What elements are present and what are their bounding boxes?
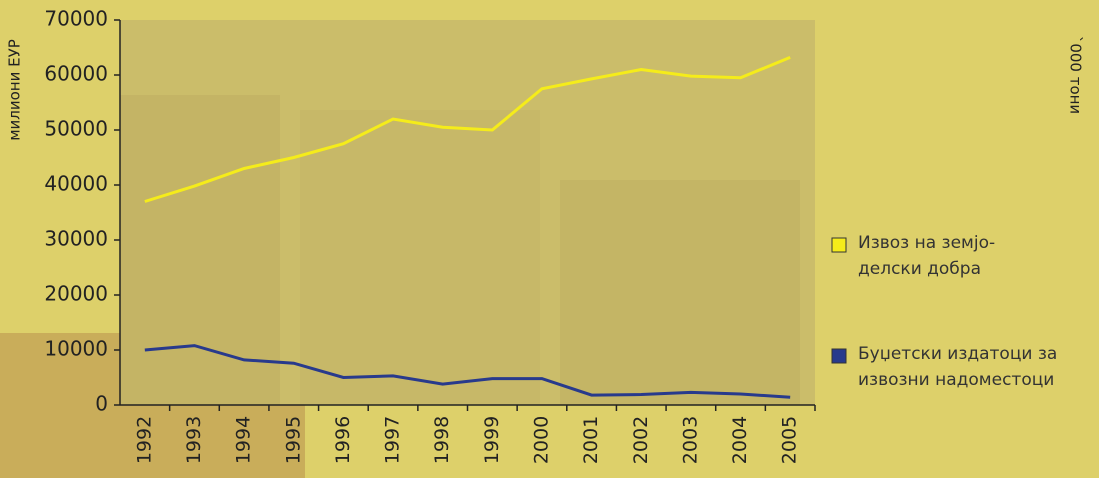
plot-photo <box>120 95 280 405</box>
y-tick-label: 60000 <box>44 62 108 86</box>
x-tick-label: 1994 <box>233 416 255 464</box>
x-tick-label: 1993 <box>183 416 205 464</box>
legend-label: Извоз на земјо-делски добра <box>858 230 1028 282</box>
y2-axis-label: `000 тони <box>1067 36 1085 114</box>
x-tick-label: 1992 <box>133 416 155 464</box>
y-tick-label: 40000 <box>44 172 108 196</box>
x-tick-label: 2002 <box>630 416 652 464</box>
chart: милиони ЕУР `000 тони 0 10000 20000 30000 40… <box>0 0 1099 478</box>
x-tick-label: 1999 <box>481 416 503 464</box>
legend-entry: Извоз на земјо-делски добра <box>858 230 1028 290</box>
legend-entry: Буџетски издатоци за извозни надоместоци <box>858 341 1098 401</box>
x-tick-label: 2003 <box>679 416 701 464</box>
plot-photo <box>300 110 540 405</box>
y-tick-label: 10000 <box>44 337 108 361</box>
y-axis-label: милиони ЕУР <box>6 39 24 141</box>
x-tick-label: 2005 <box>779 416 801 464</box>
y-tick-label: 20000 <box>44 282 108 306</box>
legend-swatch <box>832 238 846 252</box>
x-tick-label: 2000 <box>530 416 552 464</box>
x-tick-label: 1998 <box>431 416 453 464</box>
legend-swatch <box>832 349 846 363</box>
y-tick-label: 50000 <box>44 117 108 141</box>
plot-photo <box>560 180 800 405</box>
x-tick-label: 1995 <box>282 416 304 464</box>
y-tick-label: 30000 <box>44 227 108 251</box>
legend-label: Буџетски издатоци за извозни надоместоци <box>858 341 1098 393</box>
x-tick-label: 1997 <box>382 416 404 464</box>
x-tick-label: 2004 <box>729 416 751 464</box>
x-tick-label: 1996 <box>332 416 354 464</box>
y-tick-label: 70000 <box>44 7 108 31</box>
y-tick-label: 0 <box>95 392 108 416</box>
x-tick-label: 2001 <box>580 416 602 464</box>
